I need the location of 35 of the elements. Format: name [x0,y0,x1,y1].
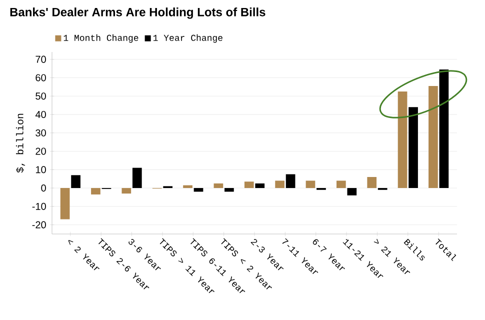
y-tick-label: 60 [36,74,46,82]
y-tick-label: -10 [32,202,46,210]
chart-title: Banks' Dealer Arms Are Holding Lots of Bills [10,8,266,19]
bar [428,86,438,188]
bar [398,92,408,188]
bar [122,188,132,194]
bar [255,183,265,188]
bar [71,175,80,188]
bar [408,107,418,188]
bar [194,188,204,192]
y-tick-label: 20 [36,148,46,155]
bar [183,185,192,188]
bar [336,180,346,188]
y-tick-label: 30 [36,129,46,136]
bar [286,174,296,188]
bar [132,168,142,188]
legend-label: 1 Month Change [64,34,138,43]
y-tick-label: -20 [32,221,46,228]
bar [275,180,284,188]
y-tick-label: 40 [35,110,46,118]
y-tick-label: 70 [36,56,46,63]
y-tick-label: 10 [36,166,46,174]
y-tick-label: 50 [36,92,46,100]
bar [214,183,224,188]
bar [306,180,316,188]
bar [224,188,234,192]
bar [91,188,100,194]
bar [347,188,357,196]
y-axis-title: $, billion [16,114,26,173]
bar [244,182,254,188]
bar [60,188,70,220]
legend-label: 1 Year Change [153,34,222,43]
y-tick-label: 0 [41,184,46,192]
bar [439,69,449,188]
bar [367,177,377,188]
